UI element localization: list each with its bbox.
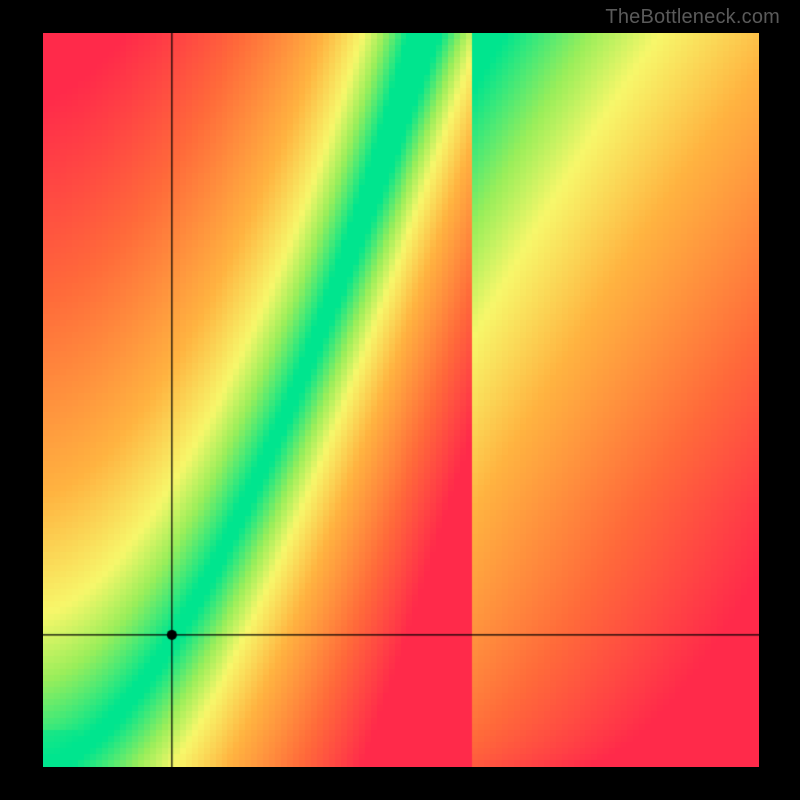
heatmap-canvas xyxy=(43,33,759,767)
chart-container: TheBottleneck.com xyxy=(0,0,800,800)
watermark-text: TheBottleneck.com xyxy=(605,6,780,29)
plot-area xyxy=(43,33,759,767)
